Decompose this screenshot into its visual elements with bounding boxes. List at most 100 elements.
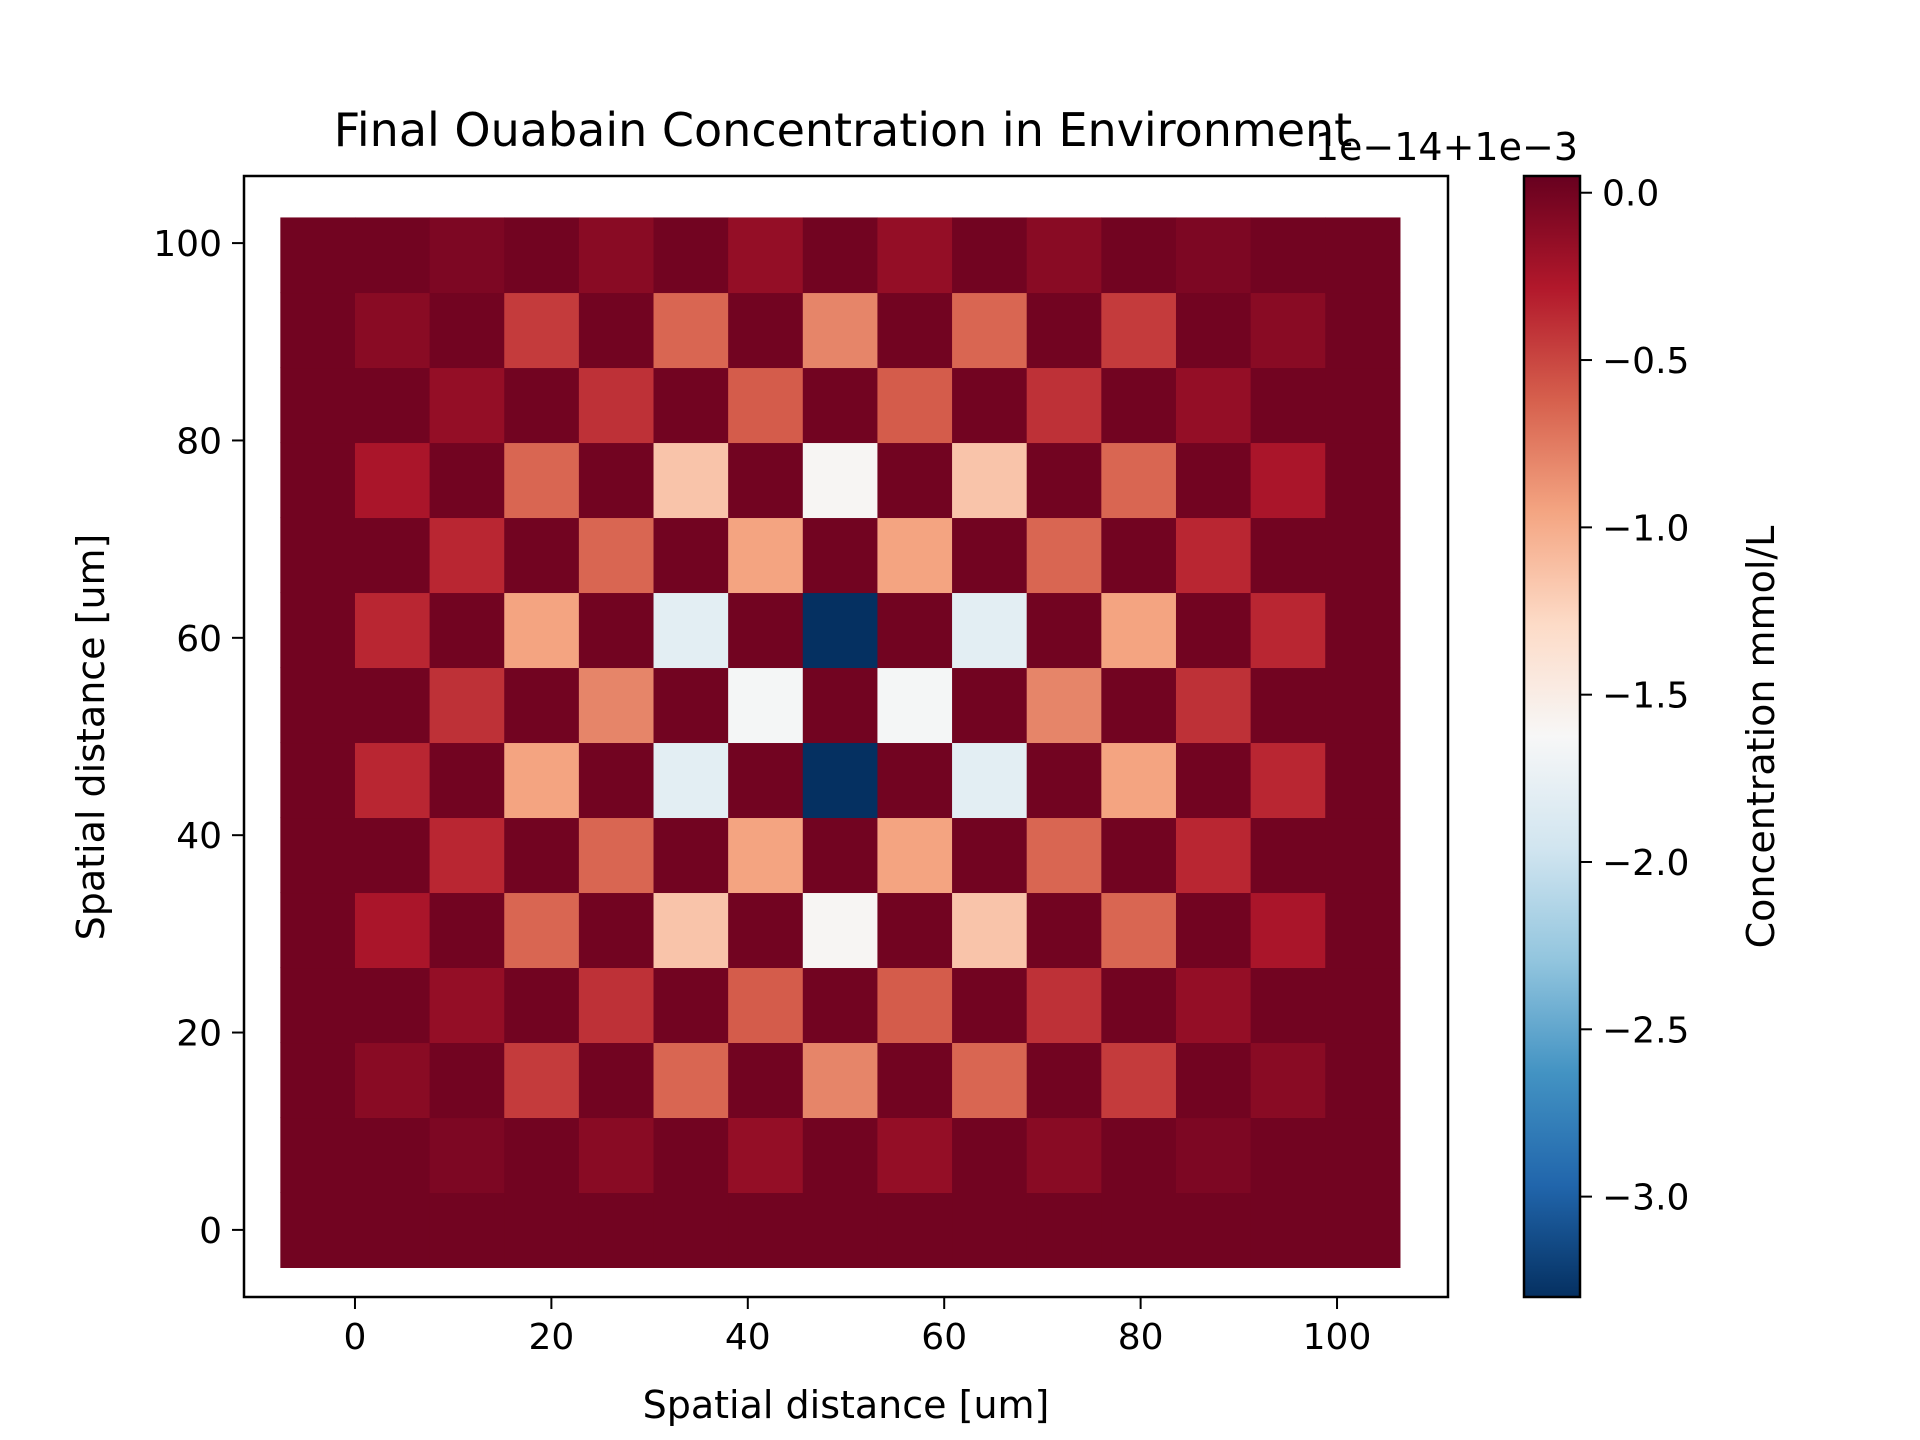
heatmap-cell xyxy=(802,817,879,894)
heatmap-cell xyxy=(578,367,655,444)
heatmap-cell xyxy=(578,1042,655,1119)
heatmap-cell xyxy=(653,217,729,294)
heatmap-cell xyxy=(653,292,729,369)
heatmap-cell xyxy=(802,217,879,294)
heatmap-cell xyxy=(1026,1042,1102,1119)
heatmap-cell xyxy=(1250,592,1326,669)
heatmap-cell xyxy=(429,1042,505,1119)
heatmap-cell xyxy=(1250,892,1326,969)
colorbar-tick-label: −2.0 xyxy=(1602,843,1689,884)
heatmap-cell xyxy=(1026,892,1102,969)
colorbar-tick-label: −3.0 xyxy=(1602,1178,1689,1219)
heatmap-cell xyxy=(877,1117,953,1193)
heatmap-cell xyxy=(429,517,505,594)
heatmap-cell xyxy=(877,592,953,669)
heatmap-cell xyxy=(802,592,879,669)
colorbar-tick-label: −0.5 xyxy=(1602,341,1689,382)
heatmap-cell xyxy=(952,1117,1028,1193)
heatmap-cell xyxy=(280,517,356,594)
heatmap-cell xyxy=(1175,1192,1252,1268)
heatmap-cell xyxy=(1175,667,1252,744)
heatmap-cell xyxy=(504,1192,580,1268)
heatmap-cell xyxy=(877,217,953,294)
heatmap-cell xyxy=(429,367,505,444)
heatmap-cell xyxy=(1101,1192,1177,1268)
heatmap-cell xyxy=(653,442,729,519)
heatmap-cell xyxy=(1325,1042,1401,1119)
heatmap-cell xyxy=(280,442,356,519)
heatmap-cell xyxy=(877,967,953,1044)
heatmap-cell xyxy=(728,667,804,744)
heatmap-cell xyxy=(1325,1192,1401,1268)
heatmap-cell xyxy=(429,217,505,294)
heatmap-cell xyxy=(280,592,356,669)
heatmap-cell xyxy=(578,817,655,894)
heatmap-cell xyxy=(952,742,1028,819)
heatmap-cell xyxy=(578,667,655,744)
heatmap-cell xyxy=(1101,892,1177,969)
heatmap-cell xyxy=(653,1192,729,1268)
heatmap-cell xyxy=(1026,292,1102,369)
heatmap-cell xyxy=(578,292,655,369)
heatmap-cell xyxy=(653,667,729,744)
heatmap-cell xyxy=(1101,292,1177,369)
heatmap-cell xyxy=(728,442,804,519)
x-tick-label: 60 xyxy=(921,1317,967,1358)
heatmap-cell xyxy=(1250,517,1326,594)
heatmap-cell xyxy=(877,742,953,819)
heatmap-cell xyxy=(354,1042,431,1119)
heatmap-cell xyxy=(952,892,1028,969)
heatmap-cell xyxy=(354,892,431,969)
heatmap-cell xyxy=(802,292,879,369)
heatmap-cell xyxy=(1325,517,1401,594)
heatmap-cell xyxy=(1325,367,1401,444)
heatmap-cell xyxy=(280,817,356,894)
heatmap-cell xyxy=(1026,1192,1102,1268)
heatmap-cell xyxy=(280,742,356,819)
heatmap-cell xyxy=(504,367,580,444)
heatmap-cell xyxy=(354,367,431,444)
heatmap-cell xyxy=(429,292,505,369)
heatmap-cell xyxy=(1325,817,1401,894)
heatmap-cell xyxy=(578,892,655,969)
heatmap-cell xyxy=(504,217,580,294)
heatmap-cell xyxy=(1325,892,1401,969)
heatmap-cell xyxy=(504,592,580,669)
heatmap-cell xyxy=(354,592,431,669)
heatmap-cell xyxy=(728,817,804,894)
heatmap-cell xyxy=(1250,367,1326,444)
heatmap-cell xyxy=(1026,742,1102,819)
heatmap-cell xyxy=(1175,217,1252,294)
colorbar xyxy=(1522,174,1582,1299)
heatmap-cell xyxy=(578,1117,655,1193)
heatmap-cell xyxy=(354,1192,431,1268)
heatmap-cell xyxy=(1101,817,1177,894)
colorbar-tick-label: 0.0 xyxy=(1602,174,1659,215)
heatmap-cell xyxy=(952,817,1028,894)
heatmap-cell xyxy=(429,1192,505,1268)
heatmap-cell xyxy=(1250,1192,1326,1268)
heatmap-cell xyxy=(952,442,1028,519)
x-tick-label: 100 xyxy=(1303,1317,1372,1358)
heatmap-cell xyxy=(1026,592,1102,669)
heatmap-cell xyxy=(877,517,953,594)
heatmap-cell xyxy=(728,367,804,444)
heatmap-cell xyxy=(1325,667,1401,744)
heatmap-cell xyxy=(653,817,729,894)
heatmap-cell xyxy=(429,967,505,1044)
heatmap-cell xyxy=(1250,817,1326,894)
heatmap-cell xyxy=(653,742,729,819)
heatmap-cell xyxy=(504,292,580,369)
heatmap-cell xyxy=(1175,592,1252,669)
colorbar-tick-label: −1.0 xyxy=(1602,508,1689,549)
heatmap-cell xyxy=(429,667,505,744)
heatmap-cell xyxy=(1325,442,1401,519)
heatmap-cell xyxy=(578,742,655,819)
heatmap-cell xyxy=(354,817,431,894)
heatmap-cell xyxy=(504,517,580,594)
heatmap-cell xyxy=(877,442,953,519)
heatmap-cell xyxy=(1250,292,1326,369)
heatmap-cell xyxy=(354,967,431,1044)
heatmap-cell xyxy=(1250,442,1326,519)
